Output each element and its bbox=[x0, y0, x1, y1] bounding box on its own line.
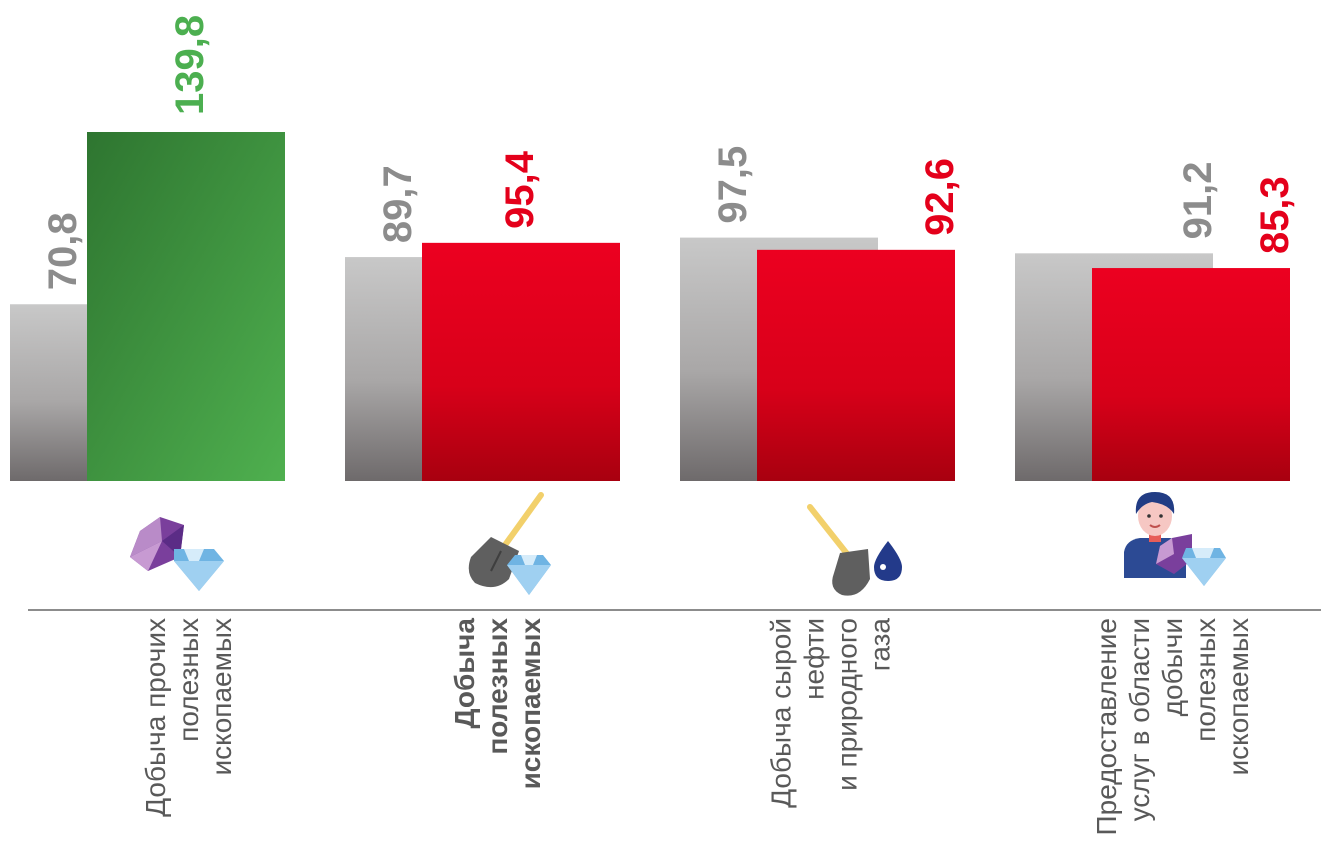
bar-series2-1 bbox=[422, 242, 620, 481]
category-label-0-line-1: полезных bbox=[173, 618, 204, 742]
value-label-series1-3: 91,2 bbox=[1176, 161, 1220, 239]
category-label-3-line-4: ископаемых bbox=[1223, 618, 1254, 775]
category-label-1-line-0: Добыча bbox=[449, 618, 480, 729]
category-label-0-line-2: ископаемых bbox=[206, 618, 237, 775]
category-label-0-line-0: Добыча прочих bbox=[140, 618, 171, 817]
category-label-1-line-1: полезных bbox=[482, 618, 513, 755]
value-label-series2-2: 92,6 bbox=[918, 158, 962, 236]
category-label-3-line-2: добычи bbox=[1157, 618, 1188, 716]
category-label-2-line-3: газа bbox=[865, 618, 896, 672]
bar-series2-2 bbox=[757, 249, 955, 481]
value-label-series1-2: 97,5 bbox=[711, 146, 755, 224]
category-label-2-line-2: и природного bbox=[832, 618, 863, 791]
category-label-2-line-0: Добыча сырой bbox=[766, 618, 797, 808]
category-label-2-line-1: нефти bbox=[799, 618, 830, 700]
value-label-series2-0: 139,8 bbox=[168, 15, 212, 115]
value-label-series1-0: 70,8 bbox=[41, 212, 85, 290]
value-label-series2-1: 95,4 bbox=[498, 150, 542, 229]
bar-series2-3 bbox=[1092, 268, 1290, 481]
value-label-series1-1: 89,7 bbox=[376, 165, 420, 243]
worker-gems-icon bbox=[1124, 492, 1226, 586]
category-label-3-line-1: услуг в области bbox=[1124, 618, 1155, 821]
value-label-series2-3: 85,3 bbox=[1253, 176, 1297, 254]
category-label-1-line-2: ископаемых bbox=[515, 618, 546, 790]
shovel-oil-drop-icon bbox=[807, 504, 902, 596]
shovel-diamond-icon bbox=[468, 492, 551, 595]
category-label-3-line-0: Предоставление bbox=[1091, 618, 1122, 835]
category-label-3-line-3: полезных bbox=[1190, 618, 1221, 742]
gems-icon bbox=[130, 517, 224, 591]
bar-series2-0 bbox=[87, 132, 285, 481]
